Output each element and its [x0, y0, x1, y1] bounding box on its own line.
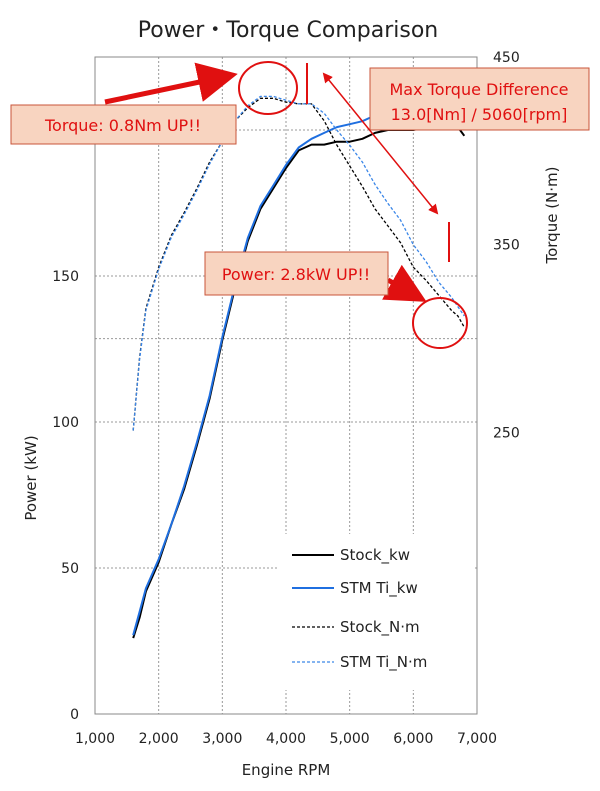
torque-highlight-circle [238, 61, 298, 115]
right-axis-ticks: 250 350 450 [493, 50, 520, 441]
right-tick-label: 350 [493, 238, 520, 254]
difference-arrow [322, 72, 439, 215]
left-tick-label: 150 [52, 269, 79, 285]
x-tick-label: 3,000 [202, 731, 242, 747]
legend-label: STM Ti_N·m [340, 653, 427, 672]
power-highlight-circle [412, 297, 468, 349]
legend-label: Stock_kw [340, 546, 410, 565]
x-tick-label: 2,000 [139, 731, 179, 747]
series-line [132, 95, 465, 431]
legend-label: Stock_N·m [340, 618, 420, 637]
max-torque-callout-line: 13.0[Nm] / 5060[rpm] [391, 105, 568, 124]
power-callout-box [204, 251, 389, 296]
right-tick-label: 450 [493, 50, 520, 66]
legend-label: STM Ti_kw [340, 579, 418, 598]
power-callout-text: Power: 2.8kW UP!! [222, 265, 370, 284]
x-tick-label: 7,000 [457, 731, 497, 747]
x-tick-label: 5,000 [330, 731, 370, 747]
left-tick-label: 50 [61, 561, 79, 577]
left-axis-label: Power (kW) [22, 435, 40, 520]
max-torque-callout-line: Max Torque Difference [389, 80, 568, 99]
left-axis-ticks: 050100150200 [52, 123, 79, 723]
right-tick-label: 250 [493, 425, 520, 441]
legend-box [278, 534, 473, 690]
x-tick-label: 4,000 [266, 731, 306, 747]
right-axis-label: Torque (N·m) [543, 166, 561, 264]
torque-arrow [104, 62, 238, 105]
plot-frame [94, 56, 478, 715]
x-axis-label: Engine RPM [242, 761, 331, 779]
power-arrow [382, 264, 427, 302]
x-tick-label: 1,000 [75, 731, 115, 747]
annotations: Torque: 0.8Nm UP!! Power: 2.8kW UP!! Max T… [10, 61, 590, 349]
chart-title: Power・Torque Comparison [138, 18, 439, 43]
torque-callout-box [10, 104, 237, 145]
x-tick-label: 6,000 [393, 731, 433, 747]
left-tick-label: 100 [52, 415, 79, 431]
x-axis-ticks: 1,000 2,000 3,000 4,000 5,000 6,000 7,000 [75, 731, 497, 747]
left-tick-label: 0 [70, 707, 79, 723]
torque-callout-text: Torque: 0.8Nm UP!! [44, 116, 201, 135]
legend: Stock_kw STM Ti_kw Stock_N·m STM Ti_N·m [278, 534, 473, 690]
